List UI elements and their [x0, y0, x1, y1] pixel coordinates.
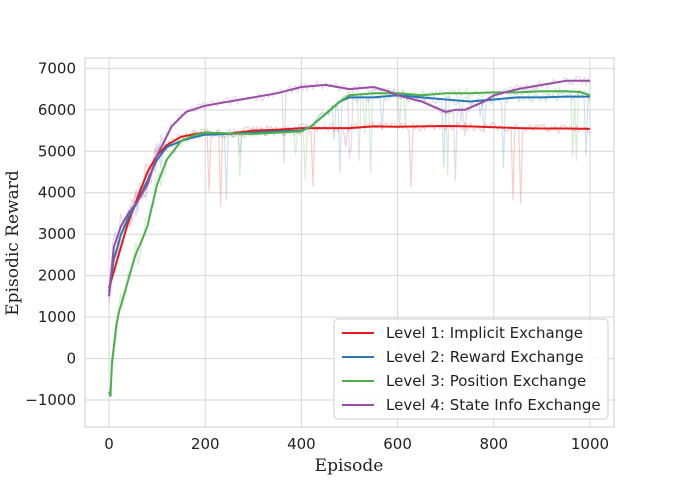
- series-lines: [108, 79, 591, 397]
- y-tick-labels: −1000 0 1000 2000 3000 4000 5000 6000 7000: [25, 59, 76, 409]
- y-tick-label: 1000: [38, 308, 76, 326]
- x-tick-label: 1000: [571, 435, 609, 453]
- legend-label: Level 4: State Info Exchange: [386, 396, 601, 414]
- y-tick-label: 5000: [38, 142, 76, 160]
- x-tick-label: 0: [104, 435, 114, 453]
- y-tick-label: 3000: [38, 225, 76, 243]
- legend-label: Level 1: Implicit Exchange: [386, 324, 583, 342]
- x-axis-title: Episode: [315, 456, 384, 476]
- legend-label: Level 2: Reward Exchange: [386, 348, 584, 366]
- legend-box: [333, 318, 609, 420]
- x-tick-label: 800: [479, 435, 508, 453]
- legend-label: Level 3: Position Exchange: [386, 372, 586, 390]
- raw-trace-4: [108, 75, 591, 291]
- y-tick-label: −1000: [25, 391, 76, 409]
- y-tick-label: 6000: [38, 101, 76, 119]
- x-tick-labels: 0 200 400 600 800 1000: [104, 435, 609, 453]
- y-axis-title: Episodic Reward: [3, 170, 23, 316]
- y-tick-label: 2000: [38, 267, 76, 285]
- series-line-4: [108, 79, 590, 297]
- legend: Level 1: Implicit Exchange Level 2: Rewar…: [333, 318, 609, 420]
- x-tick-label: 600: [383, 435, 412, 453]
- x-tick-label: 400: [287, 435, 316, 453]
- series-line-1: [108, 125, 591, 289]
- series-line-3: [108, 90, 591, 397]
- y-tick-label: 0: [66, 350, 76, 368]
- y-tick-label: 4000: [38, 184, 76, 202]
- x-tick-label: 200: [191, 435, 220, 453]
- y-tick-label: 7000: [38, 59, 76, 77]
